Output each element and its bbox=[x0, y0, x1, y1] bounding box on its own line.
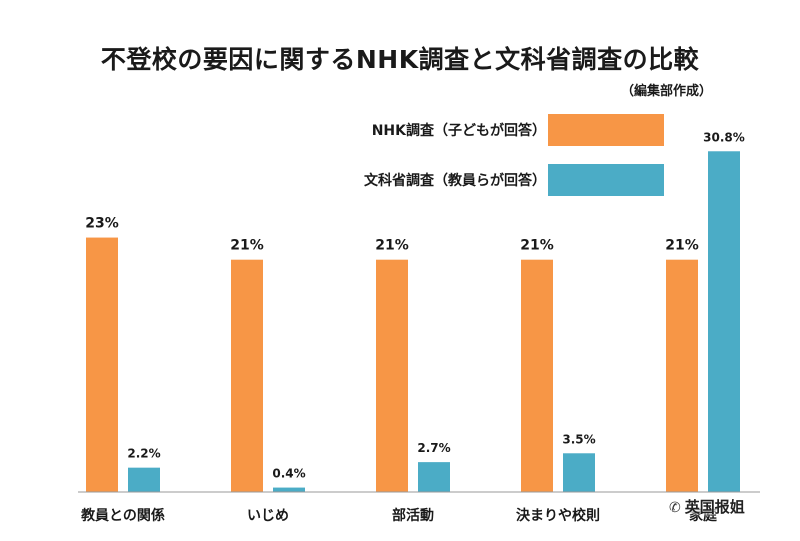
x-tick-label-3: 決まりや校則 bbox=[516, 507, 600, 524]
chart-subtitle: （編集部作成） bbox=[620, 84, 712, 99]
data-label-nhk-2: 21% bbox=[375, 238, 409, 254]
x-tick-label-1: いじめ bbox=[247, 508, 289, 524]
watermark: ✆ 英国报姐 bbox=[669, 496, 745, 517]
data-label-mext-3: 3.5% bbox=[562, 432, 595, 446]
bar-nhk-3 bbox=[521, 259, 553, 492]
bar-nhk-1 bbox=[231, 259, 263, 492]
bar-nhk-0 bbox=[86, 237, 118, 492]
bar-nhk-4 bbox=[666, 259, 698, 492]
data-label-mext-0: 2.2% bbox=[127, 447, 160, 461]
bar-mext-4 bbox=[708, 151, 740, 492]
data-label-mext-4: 30.8% bbox=[703, 130, 745, 144]
bar-mext-2 bbox=[418, 462, 450, 492]
x-tick-label-2: 部活動 bbox=[392, 507, 434, 524]
data-label-mext-1: 0.4% bbox=[272, 467, 305, 481]
wechat-icon: ✆ bbox=[669, 500, 681, 516]
data-label-nhk-0: 23% bbox=[85, 216, 119, 232]
data-label-mext-2: 2.7% bbox=[417, 441, 450, 455]
data-label-nhk-3: 21% bbox=[520, 238, 554, 254]
bar-nhk-2 bbox=[376, 259, 408, 492]
data-label-nhk-4: 21% bbox=[665, 238, 699, 254]
legend-label-nhk: NHK調査（子どもが回答） bbox=[371, 123, 546, 139]
x-tick-label-4: 家庭 bbox=[689, 507, 718, 524]
legend-swatch-mext bbox=[548, 164, 664, 196]
legend-label-mext: 文科省調査（教員らが回答） bbox=[364, 173, 546, 189]
x-tick-label-0: 教員との関係 bbox=[81, 507, 165, 524]
data-label-nhk-1: 21% bbox=[230, 238, 264, 254]
chart-title: 不登校の要因に関するNHK調査と文科省調査の比較 bbox=[100, 45, 700, 74]
bar-mext-0 bbox=[128, 467, 160, 492]
bar-mext-3 bbox=[563, 453, 595, 492]
legend-swatch-nhk bbox=[548, 114, 664, 146]
bar-mext-1 bbox=[273, 487, 305, 492]
watermark-text: 英国报姐 bbox=[684, 498, 745, 516]
